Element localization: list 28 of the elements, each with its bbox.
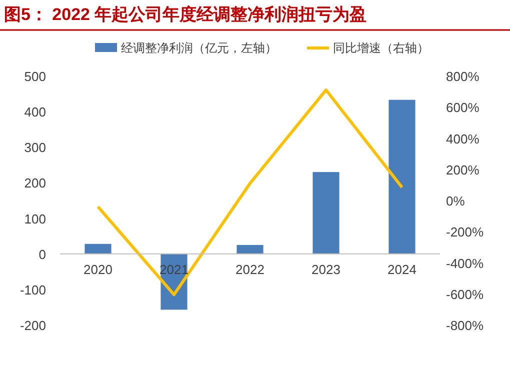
x-tick-label: 2022	[236, 262, 264, 277]
y2-tick-label: 600%	[446, 100, 480, 116]
x-tick-label: 2024	[388, 262, 416, 277]
y2-tick-label: 400%	[446, 131, 480, 146]
bar	[84, 244, 112, 254]
y-tick-label: -200	[20, 318, 46, 333]
y2-tick-label: -400%	[446, 256, 484, 271]
y-tick-label: 200	[24, 176, 46, 191]
y2-tick-label: -200%	[446, 224, 484, 240]
y2-tick-label: 200%	[446, 162, 480, 178]
bar	[312, 172, 340, 254]
legend-label: 同比增速（右轴）	[333, 41, 429, 55]
y-tick-label: 0	[38, 246, 46, 262]
y2-tick-label: -800%	[446, 318, 484, 333]
legend-label: 经调整净利润（亿元，左轴）	[121, 41, 277, 55]
bar	[388, 100, 416, 254]
bar	[236, 244, 264, 254]
y-tick-label: 100	[24, 211, 46, 226]
y-tick-label: 400	[24, 104, 46, 120]
y-tick-label: 300	[24, 140, 46, 156]
y2-tick-label: 800%	[446, 69, 480, 84]
y2-tick-label: 0%	[446, 194, 466, 208]
y-tick-label: -100	[20, 282, 46, 298]
y2-tick-label: -600%	[446, 286, 484, 302]
x-tick-label: 2020	[84, 262, 112, 277]
x-tick-label: 2023	[312, 262, 340, 277]
chart-title: 图5： 2022 年起公司年度经调整净利润扭亏为盈	[4, 5, 367, 24]
y-tick-label: 500	[24, 69, 46, 84]
